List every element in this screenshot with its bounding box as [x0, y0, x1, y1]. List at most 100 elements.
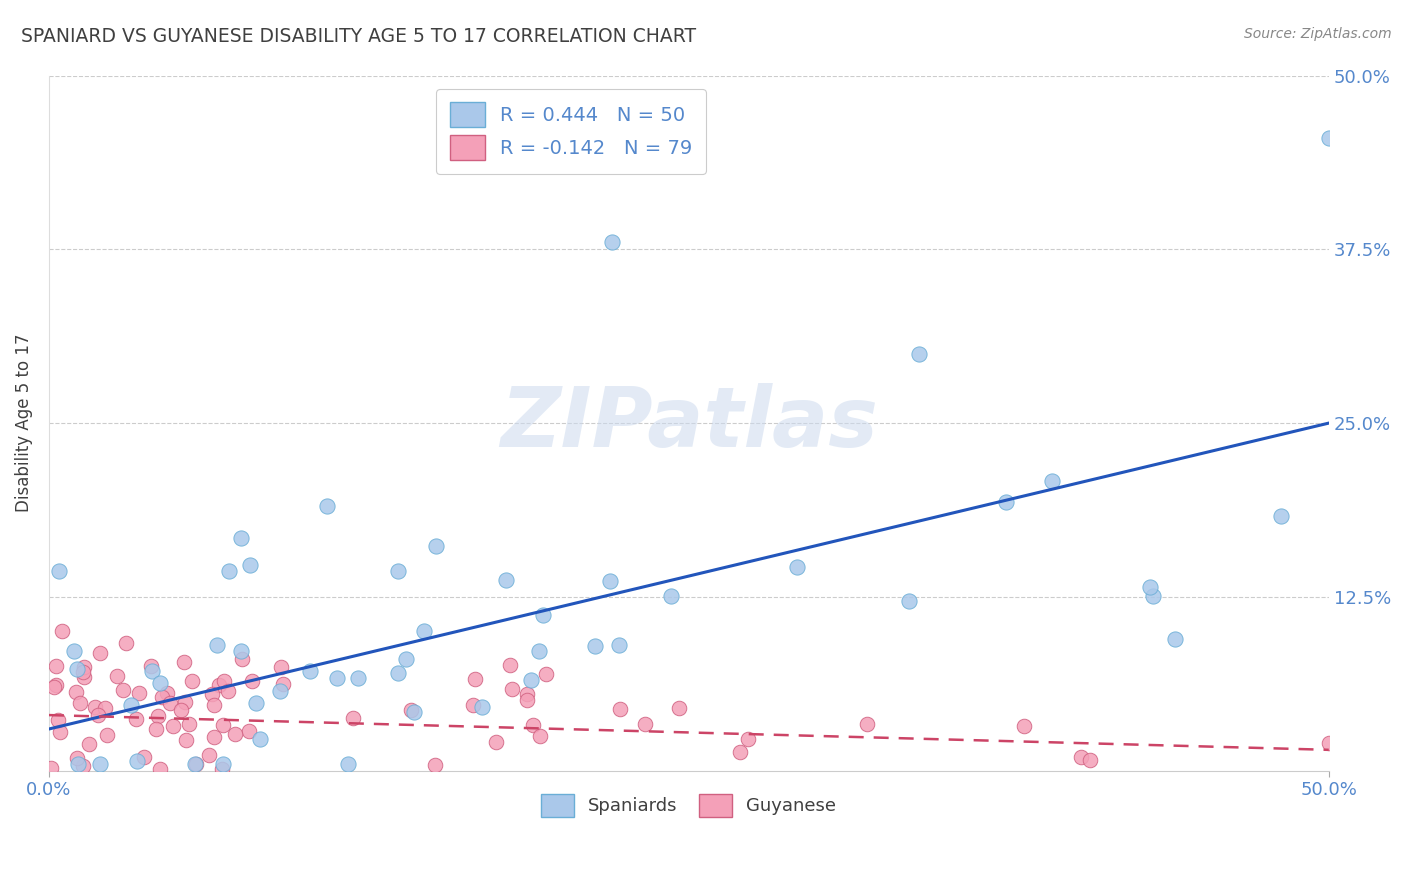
- Point: [1139, 580, 1161, 594]
- Point: [1070, 750, 1092, 764]
- Point: [120, 698, 142, 713]
- Point: [1317, 736, 1340, 750]
- Point: [298, 664, 321, 678]
- Point: [520, 673, 543, 687]
- Point: [273, 677, 295, 691]
- Point: [42, 681, 65, 695]
- Point: [89, 756, 111, 771]
- Point: [111, 682, 134, 697]
- Point: [659, 589, 682, 603]
- Point: [249, 731, 271, 746]
- Point: [583, 639, 606, 653]
- Point: [1270, 509, 1292, 524]
- Point: [607, 638, 630, 652]
- Point: [1142, 589, 1164, 603]
- Point: [245, 696, 267, 710]
- Text: ZIPatlas: ZIPatlas: [501, 383, 877, 464]
- Point: [174, 695, 197, 709]
- Point: [127, 754, 149, 768]
- Point: [150, 690, 173, 704]
- Point: [898, 594, 921, 608]
- Point: [231, 652, 253, 666]
- Point: [174, 732, 197, 747]
- Point: [634, 717, 657, 731]
- Point: [65, 751, 87, 765]
- Point: [495, 574, 517, 588]
- Point: [212, 718, 235, 732]
- Point: [96, 728, 118, 742]
- Point: [413, 624, 436, 639]
- Point: [49, 725, 72, 739]
- Point: [425, 757, 447, 772]
- Point: [399, 702, 422, 716]
- Point: [395, 651, 418, 665]
- Point: [599, 574, 621, 588]
- Point: [162, 719, 184, 733]
- Point: [184, 756, 207, 771]
- Point: [94, 701, 117, 715]
- Point: [170, 703, 193, 717]
- Point: [87, 708, 110, 723]
- Point: [668, 700, 690, 714]
- Point: [1317, 131, 1340, 145]
- Point: [159, 697, 181, 711]
- Point: [173, 656, 195, 670]
- Point: [464, 672, 486, 686]
- Y-axis label: Disability Age 5 to 17: Disability Age 5 to 17: [15, 334, 32, 512]
- Point: [132, 749, 155, 764]
- Point: [66, 662, 89, 676]
- Point: [529, 730, 551, 744]
- Point: [39, 761, 62, 775]
- Point: [149, 676, 172, 690]
- Point: [269, 684, 291, 698]
- Point: [995, 494, 1018, 508]
- Point: [207, 638, 229, 652]
- Point: [79, 737, 101, 751]
- Point: [202, 730, 225, 744]
- Point: [536, 666, 558, 681]
- Point: [337, 756, 360, 771]
- Point: [149, 762, 172, 776]
- Point: [48, 564, 70, 578]
- Point: [498, 658, 520, 673]
- Point: [146, 708, 169, 723]
- Point: [516, 693, 538, 707]
- Point: [728, 745, 751, 759]
- Point: [72, 665, 94, 679]
- Point: [402, 705, 425, 719]
- Point: [463, 698, 485, 712]
- Text: Source: ZipAtlas.com: Source: ZipAtlas.com: [1244, 27, 1392, 41]
- Point: [128, 686, 150, 700]
- Point: [201, 687, 224, 701]
- Point: [83, 699, 105, 714]
- Point: [72, 759, 94, 773]
- Point: [211, 756, 233, 771]
- Point: [207, 678, 229, 692]
- Point: [1040, 474, 1063, 488]
- Point: [214, 673, 236, 688]
- Point: [600, 235, 623, 250]
- Point: [326, 671, 349, 685]
- Point: [125, 712, 148, 726]
- Point: [342, 711, 364, 725]
- Point: [141, 664, 163, 678]
- Legend: Spaniards, Guyanese: Spaniards, Guyanese: [534, 787, 844, 824]
- Point: [737, 732, 759, 747]
- Point: [387, 666, 409, 681]
- Point: [239, 558, 262, 573]
- Point: [72, 660, 94, 674]
- Point: [186, 756, 208, 771]
- Point: [527, 644, 550, 658]
- Point: [856, 717, 879, 731]
- Point: [522, 718, 544, 732]
- Point: [240, 674, 263, 689]
- Point: [387, 564, 409, 578]
- Point: [89, 646, 111, 660]
- Point: [609, 702, 631, 716]
- Point: [69, 696, 91, 710]
- Point: [218, 565, 240, 579]
- Point: [908, 346, 931, 360]
- Point: [1164, 632, 1187, 646]
- Point: [516, 687, 538, 701]
- Point: [65, 685, 87, 699]
